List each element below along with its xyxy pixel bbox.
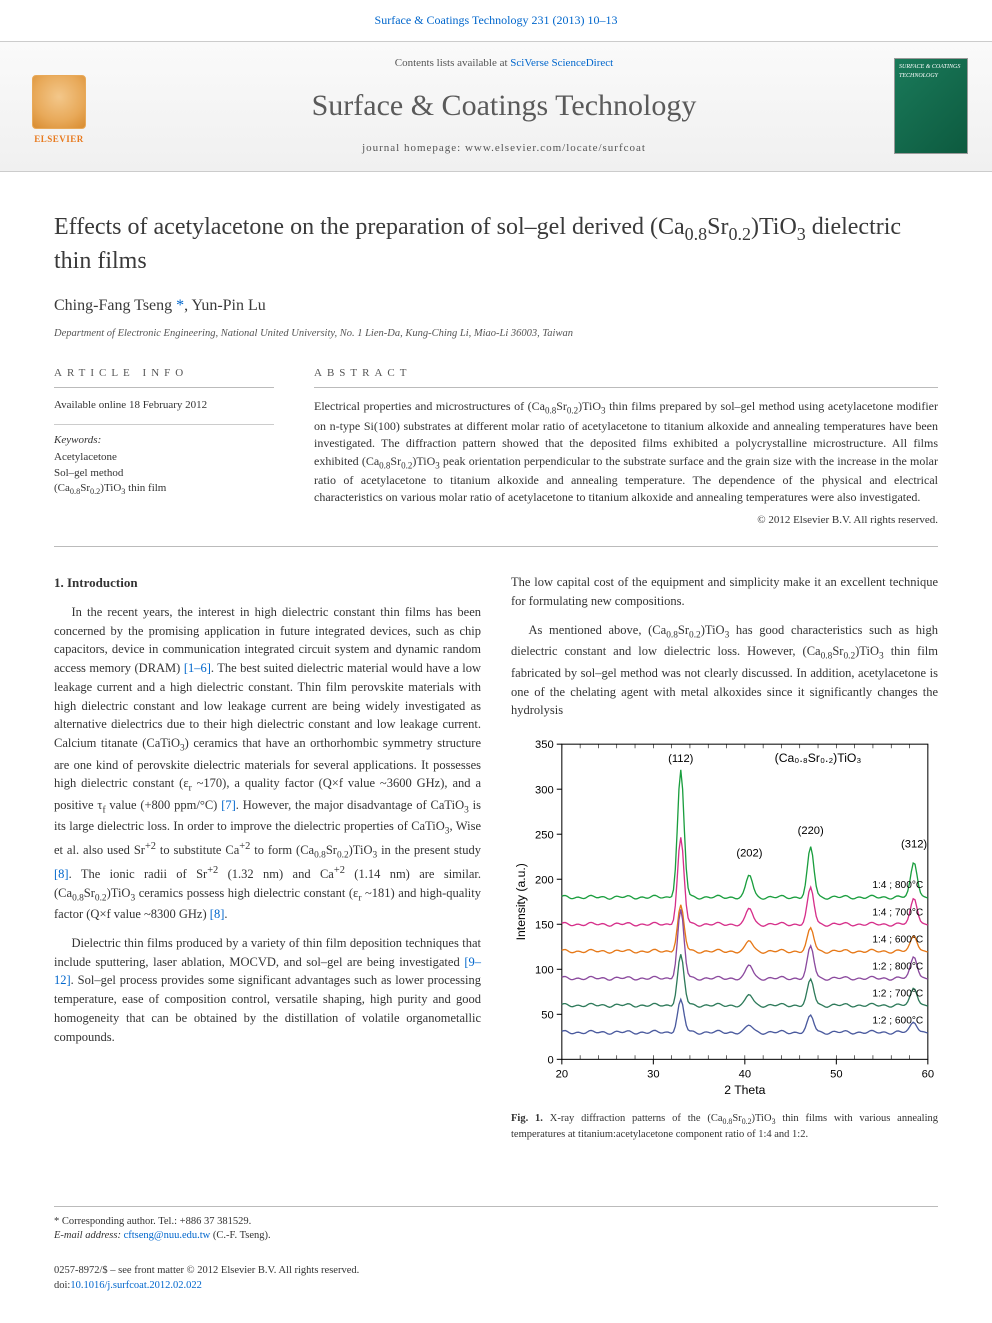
journal-cover-thumb: SURFACE & COATINGS TECHNOLOGY — [894, 58, 968, 154]
svg-text:Intensity (a.u.): Intensity (a.u.) — [514, 863, 528, 940]
figure-1-caption: Fig. 1. X-ray diffraction patterns of th… — [511, 1112, 938, 1142]
figure-1: 20 30 40 50 60 0 50 100 150 200 250 300 350 2 Theta In… — [511, 734, 938, 1142]
header-center: Contents lists available at SciVerse Sci… — [114, 56, 894, 157]
svg-text:40: 40 — [739, 1069, 751, 1081]
sciencedirect-link[interactable]: SciVerse ScienceDirect — [510, 57, 613, 69]
copyright-block: 0257-8972/$ – see front matter © 2012 El… — [54, 1264, 938, 1293]
svg-text:100: 100 — [535, 964, 554, 976]
svg-text:1:2 ; 700°C: 1:2 ; 700°C — [872, 988, 923, 999]
journal-name: Surface & Coatings Technology — [114, 85, 894, 127]
elsevier-tree-icon — [32, 75, 86, 129]
email-who: (C.-F. Tseng). — [210, 1230, 270, 1241]
article-main: Effects of acetylacetone on the preparat… — [0, 172, 992, 1166]
svg-text:(312): (312) — [901, 839, 927, 851]
svg-text:30: 30 — [647, 1069, 659, 1081]
keywords-heading: Keywords: — [54, 433, 274, 448]
article-info-label: article info — [54, 366, 274, 381]
svg-text:20: 20 — [556, 1069, 568, 1081]
paragraph: In the recent years, the interest in hig… — [54, 603, 481, 924]
contents-line: Contents lists available at SciVerse Sci… — [114, 56, 894, 71]
corr-note: * Corresponding author. Tel.: +886 37 38… — [54, 1215, 271, 1230]
right-column: The low capital cost of the equipment an… — [511, 573, 938, 1142]
email-link[interactable]: cftseng@nuu.edu.tw — [124, 1230, 211, 1241]
svg-text:1:4 ; 700°C: 1:4 ; 700°C — [872, 907, 923, 918]
svg-text:1:2 ; 800°C: 1:2 ; 800°C — [872, 961, 923, 972]
divider — [314, 387, 938, 388]
paragraph: Dielectric thin films produced by a vari… — [54, 934, 481, 1047]
svg-text:2 Theta: 2 Theta — [724, 1083, 765, 1097]
divider — [54, 546, 938, 547]
section-heading: 1. Introduction — [54, 573, 481, 593]
issn-line: 0257-8972/$ – see front matter © 2012 El… — [54, 1264, 938, 1279]
keywords-list: AcetylacetoneSol–gel method(Ca0.8Sr0.2)T… — [54, 450, 274, 498]
doi-prefix: doi: — [54, 1280, 70, 1291]
svg-text:150: 150 — [535, 919, 554, 931]
svg-text:50: 50 — [830, 1069, 842, 1081]
svg-text:1:4 ; 800°C: 1:4 ; 800°C — [872, 880, 923, 891]
svg-text:300: 300 — [535, 784, 554, 796]
homepage-prefix: journal homepage: — [362, 142, 465, 154]
journal-ref-bar: Surface & Coatings Technology 231 (2013)… — [0, 0, 992, 41]
svg-text:1:2 ; 600°C: 1:2 ; 600°C — [872, 1015, 923, 1026]
svg-text:50: 50 — [541, 1010, 553, 1022]
divider — [54, 387, 274, 388]
homepage-url: www.elsevier.com/locate/surfcoat — [465, 142, 646, 154]
publisher-name: ELSEVIER — [34, 133, 84, 146]
authors: Ching-Fang Tseng *, Yun-Pin Lu — [54, 295, 938, 317]
paragraph: The low capital cost of the equipment an… — [511, 573, 938, 611]
svg-text:350: 350 — [535, 739, 554, 751]
elsevier-logo: ELSEVIER — [24, 67, 94, 145]
divider — [54, 424, 274, 425]
svg-text:60: 60 — [922, 1069, 934, 1081]
corresponding-author-note: * Corresponding author. Tel.: +886 37 38… — [54, 1215, 271, 1244]
abstract-label: abstract — [314, 366, 938, 381]
doi-link[interactable]: 10.1016/j.surfcoat.2012.02.022 — [70, 1280, 202, 1291]
svg-text:(220): (220) — [798, 825, 824, 837]
abstract-text: Electrical properties and microstructure… — [314, 398, 938, 506]
paragraph: As mentioned above, (Ca0.8Sr0.2)TiO3 has… — [511, 621, 938, 720]
cover-thumb-text: SURFACE & COATINGS TECHNOLOGY — [899, 63, 963, 80]
figure-1-chart: 20 30 40 50 60 0 50 100 150 200 250 300 350 2 Theta In… — [511, 734, 938, 1100]
abstract-copyright: © 2012 Elsevier B.V. All rights reserved… — [314, 513, 938, 528]
email-label: E-mail address: — [54, 1230, 124, 1241]
body-columns: 1. Introduction In the recent years, the… — [54, 573, 938, 1142]
svg-text:1:4 ; 600°C: 1:4 ; 600°C — [872, 934, 923, 945]
article-info-col: article info Available online 18 Februar… — [54, 366, 274, 528]
left-column: 1. Introduction In the recent years, the… — [54, 573, 481, 1142]
article-title: Effects of acetylacetone on the preparat… — [54, 212, 938, 277]
journal-header: ELSEVIER Contents lists available at Sci… — [0, 41, 992, 172]
svg-text:250: 250 — [535, 829, 554, 841]
svg-text:(Ca₀.₈Sr₀.₂)TiO₃: (Ca₀.₈Sr₀.₂)TiO₃ — [775, 751, 862, 765]
svg-text:(112): (112) — [668, 753, 694, 765]
affiliation: Department of Electronic Engineering, Na… — [54, 327, 938, 342]
contents-prefix: Contents lists available at — [395, 57, 510, 69]
svg-text:(202): (202) — [736, 848, 762, 860]
svg-text:200: 200 — [535, 874, 554, 886]
available-online: Available online 18 February 2012 — [54, 398, 274, 413]
info-abstract-row: article info Available online 18 Februar… — [54, 366, 938, 528]
journal-ref-link[interactable]: Surface & Coatings Technology 231 (2013)… — [375, 13, 618, 27]
abstract-col: abstract Electrical properties and micro… — [314, 366, 938, 528]
svg-text:0: 0 — [547, 1055, 553, 1067]
homepage-line: journal homepage: www.elsevier.com/locat… — [114, 141, 894, 156]
footnote-area: * Corresponding author. Tel.: +886 37 38… — [54, 1206, 938, 1244]
